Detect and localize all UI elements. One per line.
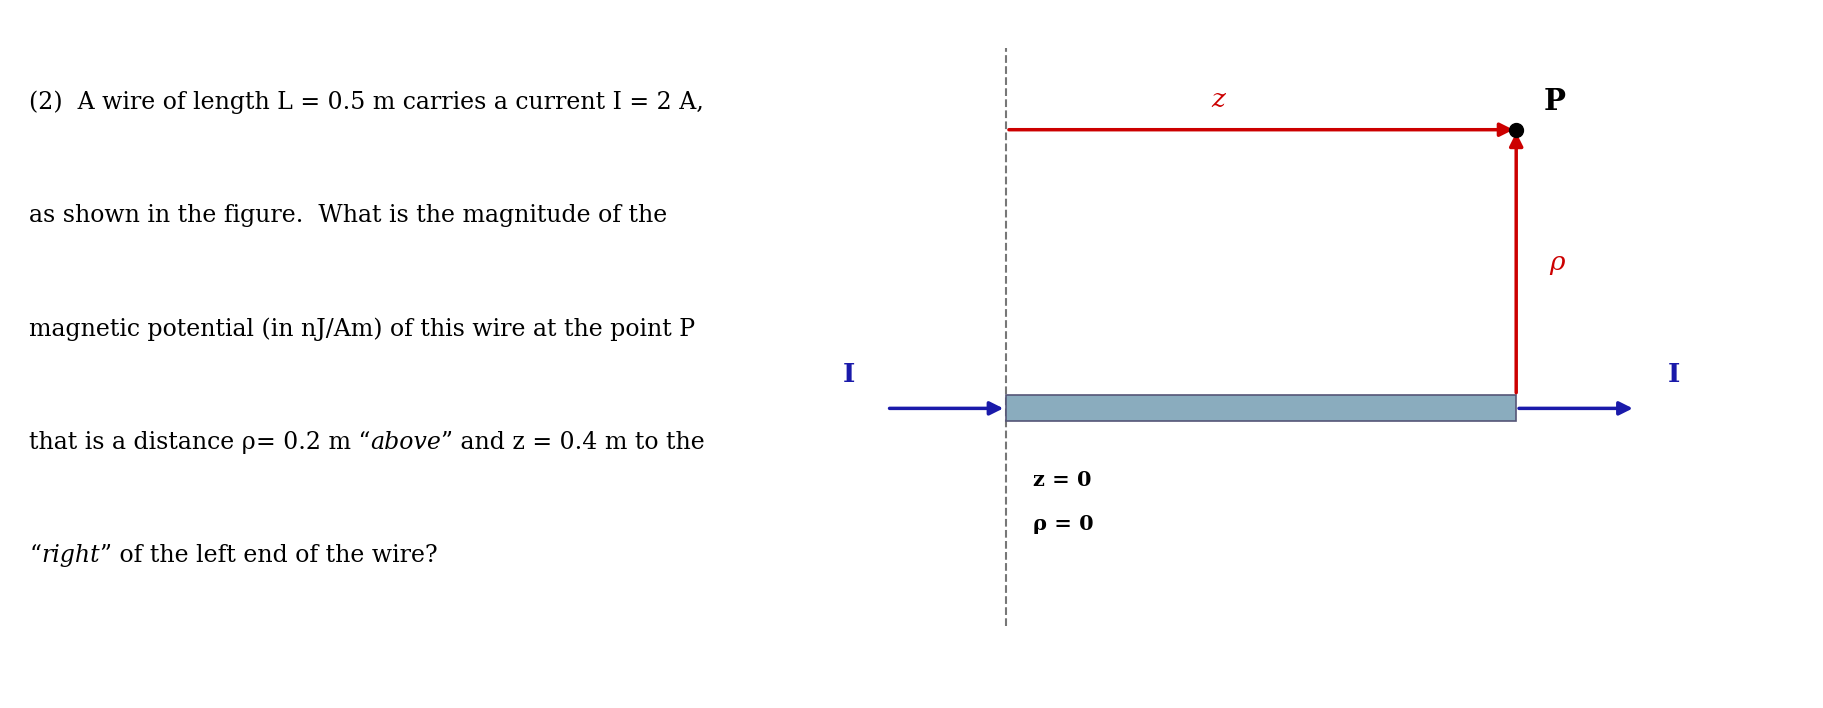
Text: z: z bbox=[1210, 86, 1223, 112]
Text: z = 0: z = 0 bbox=[1032, 469, 1092, 490]
Text: = 0.2 m “: = 0.2 m “ bbox=[255, 431, 370, 454]
Text: “: “ bbox=[29, 544, 42, 567]
Text: ρ: ρ bbox=[1548, 250, 1564, 275]
Text: I: I bbox=[842, 362, 855, 387]
Text: ” of the left end of the wire?: ” of the left end of the wire? bbox=[100, 544, 438, 567]
Text: P: P bbox=[1542, 86, 1564, 115]
Text: that is a distance ρ: that is a distance ρ bbox=[29, 431, 255, 454]
Text: magnetic potential (in nJ/Am) of this wire at the point P: magnetic potential (in nJ/Am) of this wi… bbox=[29, 317, 695, 341]
Text: right: right bbox=[42, 544, 100, 567]
Text: (2)  A wire of length L = 0.5 m carries a current I = 2 A,: (2) A wire of length L = 0.5 m carries a… bbox=[29, 91, 704, 115]
Text: ” and z = 0.4 m to the: ” and z = 0.4 m to the bbox=[441, 431, 704, 454]
Text: above: above bbox=[370, 431, 441, 454]
Bar bbox=[1006, 396, 1515, 421]
Text: ρ = 0: ρ = 0 bbox=[1032, 514, 1094, 534]
Text: I: I bbox=[1666, 362, 1679, 387]
Text: as shown in the figure.  What is the magnitude of the: as shown in the figure. What is the magn… bbox=[29, 205, 667, 227]
